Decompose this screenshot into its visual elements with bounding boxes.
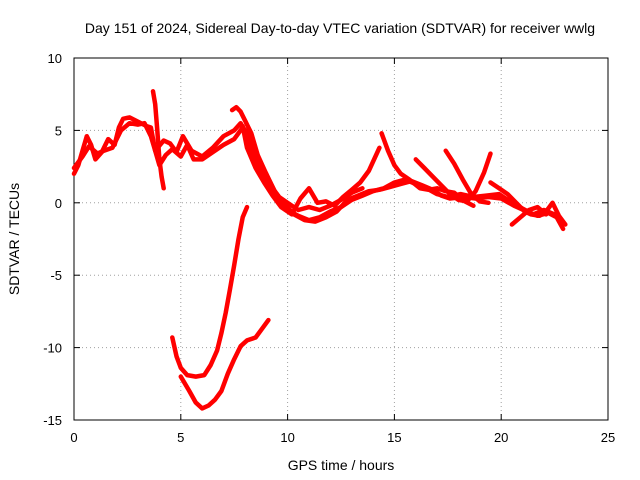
series-line-track-8: [443, 148, 491, 206]
x-tick-label: 0: [70, 430, 77, 445]
y-tick-label: 5: [55, 123, 62, 138]
x-tick-label: 15: [387, 430, 401, 445]
series-line-track-12: [178, 317, 271, 411]
x-tick-label: 10: [280, 430, 294, 445]
chart-title: Day 151 of 2024, Sidereal Day-to-day VTE…: [85, 20, 595, 36]
y-tick-label: 10: [48, 51, 62, 66]
series-line-track-10: [509, 204, 549, 227]
series-line-track-9: [488, 180, 568, 227]
x-tick-label: 20: [494, 430, 508, 445]
series-line-track-1: [71, 115, 566, 232]
series-line-track-7: [413, 151, 493, 204]
plot-frame: [73, 57, 609, 421]
series-line-track-2: [71, 120, 564, 224]
axis-ticks: 0 5 10 15 20 25 -15 -10 -5 0 5 10: [43, 51, 615, 445]
y-tick-label: -5: [50, 268, 62, 283]
x-tick-label: 5: [177, 430, 184, 445]
y-tick-label: -15: [43, 413, 62, 428]
series-line-track-11: [170, 204, 250, 379]
y-tick-label: 0: [55, 196, 62, 211]
series-line-track-5: [229, 104, 365, 213]
y-tick-label: -10: [43, 341, 62, 356]
y-axis-label: SDTVAR / TECUs: [6, 183, 22, 295]
series-line-track-6: [379, 131, 476, 208]
x-tick-label: 25: [601, 430, 615, 445]
x-axis-label: GPS time / hours: [288, 457, 395, 473]
series-line-track-3: [150, 89, 166, 191]
series-line-track-4: [240, 123, 382, 217]
series-layer: [71, 89, 568, 411]
